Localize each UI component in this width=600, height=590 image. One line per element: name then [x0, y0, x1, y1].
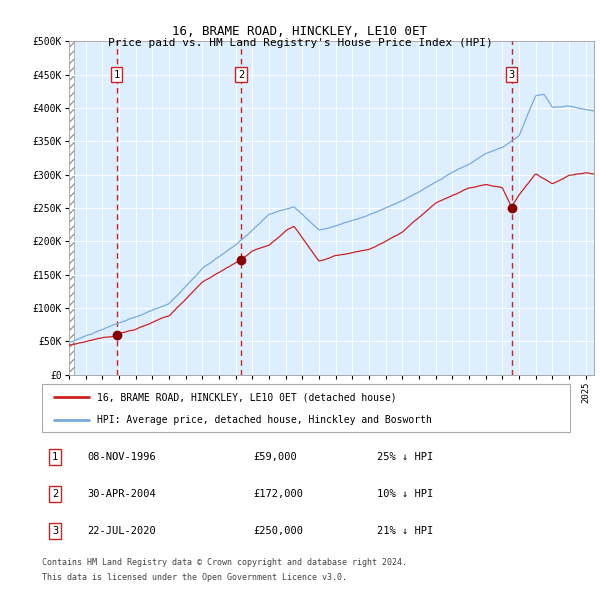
FancyBboxPatch shape	[42, 384, 570, 432]
Text: 3: 3	[508, 70, 515, 80]
Text: 1: 1	[113, 70, 120, 80]
Text: 16, BRAME ROAD, HINCKLEY, LE10 0ET: 16, BRAME ROAD, HINCKLEY, LE10 0ET	[173, 25, 427, 38]
Text: £59,000: £59,000	[253, 453, 297, 463]
Text: 08-NOV-1996: 08-NOV-1996	[87, 453, 155, 463]
Text: 2: 2	[52, 489, 58, 499]
Text: 2: 2	[238, 70, 244, 80]
Text: 21% ↓ HPI: 21% ↓ HPI	[377, 526, 434, 536]
Text: HPI: Average price, detached house, Hinckley and Bosworth: HPI: Average price, detached house, Hinc…	[97, 415, 433, 425]
Text: 22-JUL-2020: 22-JUL-2020	[87, 526, 155, 536]
Text: 30-APR-2004: 30-APR-2004	[87, 489, 155, 499]
Text: 1: 1	[52, 453, 58, 463]
Text: 25% ↓ HPI: 25% ↓ HPI	[377, 453, 434, 463]
Text: £172,000: £172,000	[253, 489, 303, 499]
Text: 16, BRAME ROAD, HINCKLEY, LE10 0ET (detached house): 16, BRAME ROAD, HINCKLEY, LE10 0ET (deta…	[97, 392, 397, 402]
Text: £250,000: £250,000	[253, 526, 303, 536]
Text: 3: 3	[52, 526, 58, 536]
Text: 10% ↓ HPI: 10% ↓ HPI	[377, 489, 434, 499]
Bar	[69, 41, 74, 375]
Text: Contains HM Land Registry data © Crown copyright and database right 2024.: Contains HM Land Registry data © Crown c…	[42, 558, 407, 566]
Text: Price paid vs. HM Land Registry's House Price Index (HPI): Price paid vs. HM Land Registry's House …	[107, 38, 493, 48]
Text: This data is licensed under the Open Government Licence v3.0.: This data is licensed under the Open Gov…	[42, 573, 347, 582]
